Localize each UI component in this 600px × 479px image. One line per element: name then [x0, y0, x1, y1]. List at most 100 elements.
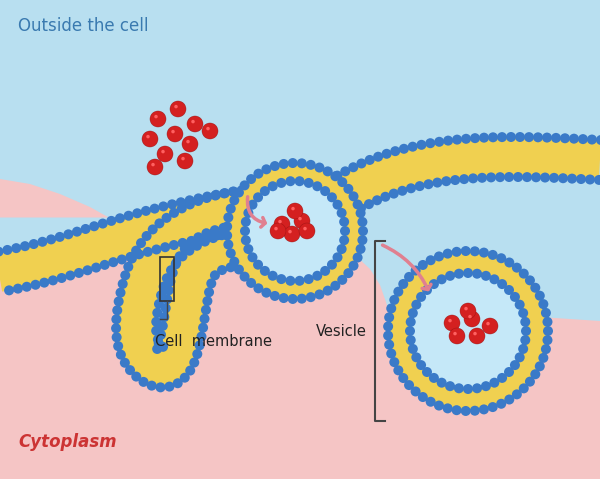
Circle shape — [217, 265, 227, 275]
Circle shape — [398, 373, 408, 383]
Circle shape — [320, 266, 330, 276]
Circle shape — [297, 159, 307, 168]
Circle shape — [170, 101, 186, 117]
Circle shape — [445, 381, 455, 391]
Circle shape — [286, 276, 295, 286]
Circle shape — [506, 132, 516, 142]
Circle shape — [353, 252, 362, 262]
Circle shape — [422, 285, 432, 295]
Circle shape — [167, 199, 177, 209]
Circle shape — [20, 241, 30, 251]
Circle shape — [576, 174, 586, 184]
Circle shape — [246, 174, 256, 184]
Circle shape — [337, 244, 347, 254]
Circle shape — [364, 199, 374, 209]
Circle shape — [186, 238, 196, 248]
Circle shape — [246, 184, 256, 194]
Circle shape — [496, 253, 506, 263]
Circle shape — [309, 184, 319, 194]
Circle shape — [185, 199, 195, 209]
Circle shape — [64, 229, 73, 240]
Circle shape — [373, 152, 383, 162]
Circle shape — [171, 258, 181, 268]
Circle shape — [151, 317, 161, 327]
Circle shape — [404, 272, 414, 282]
Circle shape — [198, 323, 208, 333]
Circle shape — [504, 367, 514, 377]
Circle shape — [461, 406, 471, 416]
Circle shape — [468, 315, 472, 319]
Circle shape — [150, 111, 166, 127]
Circle shape — [459, 174, 469, 184]
Circle shape — [398, 279, 408, 289]
Circle shape — [91, 262, 101, 273]
Circle shape — [495, 172, 505, 182]
Circle shape — [389, 189, 399, 199]
Circle shape — [531, 172, 541, 182]
Circle shape — [169, 240, 179, 250]
Circle shape — [112, 314, 121, 324]
Circle shape — [189, 357, 199, 367]
Circle shape — [540, 172, 550, 182]
Circle shape — [278, 220, 282, 223]
Circle shape — [331, 171, 340, 181]
Circle shape — [131, 246, 141, 256]
Circle shape — [443, 249, 452, 259]
Circle shape — [83, 265, 92, 275]
Text: Cytoplasm: Cytoplasm — [18, 433, 116, 451]
Circle shape — [353, 199, 362, 209]
Circle shape — [213, 230, 223, 240]
Circle shape — [192, 349, 202, 359]
Circle shape — [134, 250, 144, 259]
Circle shape — [239, 226, 250, 235]
Circle shape — [323, 285, 332, 296]
Circle shape — [304, 274, 314, 284]
Circle shape — [260, 266, 270, 276]
Circle shape — [229, 195, 239, 205]
Circle shape — [472, 383, 482, 393]
Circle shape — [106, 216, 116, 226]
Circle shape — [383, 321, 393, 331]
Circle shape — [405, 326, 415, 336]
Circle shape — [253, 260, 263, 270]
Circle shape — [380, 192, 391, 202]
Circle shape — [448, 319, 452, 322]
Circle shape — [160, 312, 169, 322]
Circle shape — [226, 204, 236, 214]
Circle shape — [325, 175, 335, 185]
Circle shape — [497, 279, 507, 289]
Circle shape — [176, 197, 186, 207]
Circle shape — [154, 115, 158, 118]
Circle shape — [486, 172, 496, 182]
Circle shape — [229, 187, 239, 196]
Circle shape — [127, 253, 137, 263]
Circle shape — [235, 260, 244, 270]
Circle shape — [394, 286, 403, 297]
Circle shape — [477, 173, 487, 183]
Circle shape — [541, 344, 551, 354]
Circle shape — [185, 195, 194, 205]
Circle shape — [120, 270, 130, 280]
Circle shape — [185, 365, 195, 376]
Circle shape — [406, 317, 416, 327]
Circle shape — [297, 294, 307, 304]
Circle shape — [154, 218, 164, 228]
Circle shape — [278, 202, 288, 212]
Circle shape — [241, 217, 251, 227]
Circle shape — [454, 269, 464, 279]
Circle shape — [406, 335, 416, 345]
Circle shape — [340, 212, 350, 222]
Circle shape — [193, 232, 203, 242]
Circle shape — [443, 136, 453, 146]
Circle shape — [260, 216, 270, 226]
Circle shape — [177, 153, 193, 169]
Circle shape — [327, 192, 337, 202]
Circle shape — [227, 163, 363, 299]
Circle shape — [244, 214, 254, 224]
Circle shape — [202, 296, 212, 306]
Circle shape — [167, 126, 183, 142]
Circle shape — [147, 159, 163, 175]
Circle shape — [520, 317, 530, 327]
Circle shape — [247, 222, 257, 232]
Circle shape — [429, 373, 439, 383]
